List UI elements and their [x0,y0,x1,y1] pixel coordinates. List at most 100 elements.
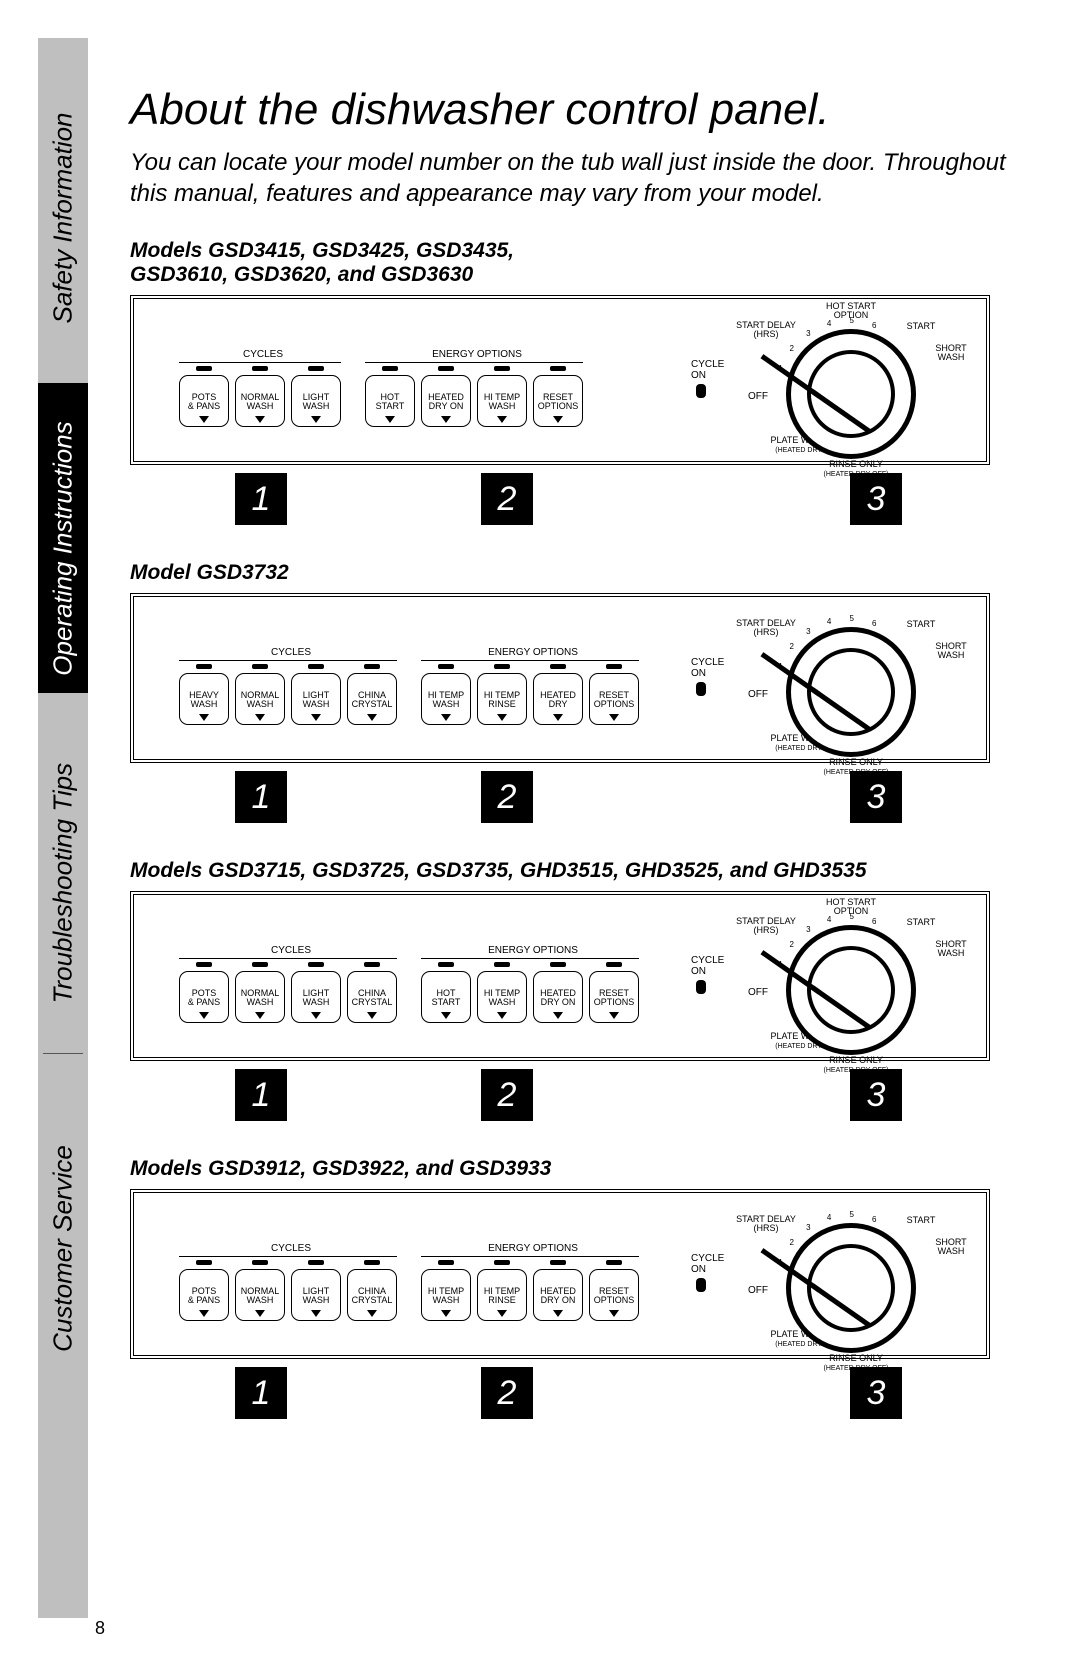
triangle-icon [255,416,265,423]
dial-knob[interactable] [786,1223,916,1353]
panel-button[interactable]: POTS& PANS [179,1269,229,1321]
panel-button[interactable]: RESETOPTIONS [589,971,639,1023]
panel-button[interactable]: HI TEMPWASH [477,971,527,1023]
sidebar-operating-label: Operating Instructions [48,419,79,679]
button-label: RESETOPTIONS [590,691,638,709]
panel-button[interactable]: HI TEMPWASH [421,673,471,725]
delay-num: 6 [872,620,876,628]
triangle-icon [367,1310,377,1317]
delay-num: 2 [789,941,793,949]
short-wash-label: SHORTWASH [926,940,976,958]
dial-knob[interactable] [786,925,916,1055]
sidebar-operating: Operating Instructions [38,383,88,693]
button-label: POTS& PANS [180,393,228,411]
energy-buttons: HI TEMPWASH HI TEMPRINSE HEATEDDRY ON RE… [421,1269,639,1321]
callouts-row: 123 [130,1367,990,1427]
panel-button[interactable]: LIGHTWASH [291,375,341,427]
panel-button[interactable]: HEATEDDRY [533,673,583,725]
triangle-icon [441,1310,451,1317]
led-icon [308,366,324,371]
energy-underline [421,1256,639,1257]
button-label: LIGHTWASH [292,1287,340,1305]
delay-num: 3 [806,628,810,636]
panel-button[interactable]: HEAVYWASH [179,673,229,725]
delay-num: 2 [789,643,793,651]
panel-button[interactable]: HEATEDDRY ON [533,971,583,1023]
sidebar-troubleshooting: Troubleshooting Tips [38,693,88,1053]
button-label: RESETOPTIONS [590,1287,638,1305]
energy-buttons: HOTSTART HI TEMPWASH HEATEDDRY ON RESETO… [421,971,639,1023]
page-number: 8 [95,1618,105,1639]
led-icon [364,1260,380,1265]
off-label: OFF [748,689,768,700]
triangle-icon [255,714,265,721]
delay-num: 3 [806,1224,810,1232]
led-icon [308,1260,324,1265]
delay-num: 2 [789,1239,793,1247]
panel-button[interactable]: LIGHTWASH [291,1269,341,1321]
panel-button[interactable]: POTS& PANS [179,375,229,427]
dial-knob[interactable] [786,329,916,459]
button-label: NORMALWASH [236,691,284,709]
panel-button[interactable]: HOTSTART [365,375,415,427]
callout-number: 3 [850,473,902,525]
sidebar-divider [43,1053,83,1054]
led-icon [606,664,622,669]
panel-button[interactable]: HI TEMPRINSE [477,673,527,725]
panel-button[interactable]: NORMALWASH [235,375,285,427]
start-label: START [896,918,946,927]
panel-button[interactable]: RESETOPTIONS [589,673,639,725]
led-icon [364,664,380,669]
panel-button[interactable]: CHINACRYSTAL [347,1269,397,1321]
delay-num: 6 [872,1216,876,1224]
cycle-on-led [696,682,706,696]
cycle-on-label: CYCLEON [691,1253,724,1275]
led-icon [494,366,510,371]
button-label: HI TEMPRINSE [478,1287,526,1305]
panel-button[interactable]: POTS& PANS [179,971,229,1023]
dial-area: CYCLEONOFFSTART DELAY(HRS)STARTSHORTWASH… [751,1208,961,1358]
panel-button[interactable]: HI TEMPWASH [421,1269,471,1321]
led-icon [364,962,380,967]
panel-button[interactable]: HOTSTART [421,971,471,1023]
panel-button[interactable]: RESETOPTIONS [533,375,583,427]
short-wash-label: SHORTWASH [926,642,976,660]
dial-area: CYCLEONOFFHOT STARTOPTIONSTART DELAY(HRS… [751,314,961,464]
panel-button[interactable]: HI TEMPRINSE [477,1269,527,1321]
triangle-icon [497,416,507,423]
panel-button[interactable]: CHINACRYSTAL [347,673,397,725]
panel-button[interactable]: LIGHTWASH [291,673,341,725]
sidebar-troubleshooting-label: Troubleshooting Tips [48,764,79,1004]
off-label: OFF [748,987,768,998]
panel-button[interactable]: HEATEDDRY ON [533,1269,583,1321]
cycle-on-label: CYCLEON [691,657,724,679]
triangle-icon [255,1310,265,1317]
triangle-icon [553,1310,563,1317]
panel-button[interactable]: HI TEMPWASH [477,375,527,427]
led-icon [438,962,454,967]
delay-num: 2 [789,345,793,353]
panel-button[interactable]: HEATEDDRY ON [421,375,471,427]
start-delay-label: START DELAY(HRS) [726,1215,806,1233]
callout-number: 2 [481,771,533,823]
panel-button[interactable]: LIGHTWASH [291,971,341,1023]
triangle-icon [609,1310,619,1317]
panel-button[interactable]: CHINACRYSTAL [347,971,397,1023]
panel-button[interactable]: RESETOPTIONS [589,1269,639,1321]
dial-knob[interactable] [786,627,916,757]
cycle-on-label: CYCLEON [691,955,724,977]
panel-button[interactable]: NORMALWASH [235,673,285,725]
triangle-icon [553,416,563,423]
triangle-icon [311,416,321,423]
button-label: HEATEDDRY ON [534,989,582,1007]
panel-button[interactable]: NORMALWASH [235,971,285,1023]
panel-button[interactable]: NORMALWASH [235,1269,285,1321]
cycles-buttons: HEAVYWASH NORMALWASH LIGHTWASH CHINACRYS… [179,673,397,725]
led-icon [494,962,510,967]
led-icon [308,962,324,967]
start-label: START [896,322,946,331]
control-panel: CYCLESENERGY OPTIONS POTS& PANS NORMALWA… [130,891,990,1061]
model-heading: Model GSD3732 [130,561,1040,585]
triangle-icon [497,714,507,721]
model-heading: Models GSD3912, GSD3922, and GSD3933 [130,1157,1040,1181]
